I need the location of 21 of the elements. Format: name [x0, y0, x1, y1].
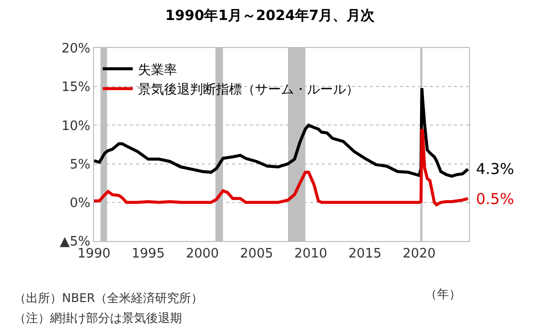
x-tick-label: 2020 [402, 246, 436, 262]
x-tick-label: 1990 [77, 246, 111, 262]
x-axis-title: （年） [425, 287, 461, 301]
legend-label: 失業率 [138, 62, 177, 78]
y-tick-label: 20% [61, 42, 90, 57]
y-tick-label: 0% [70, 196, 90, 211]
x-tick-label: 1995 [132, 246, 165, 262]
legend-label: 景気後退判断指標（サーム・ルール） [138, 82, 359, 98]
y-tick-label: 10% [61, 118, 90, 134]
text: （注）網掛け部分は景気後退期 [14, 311, 182, 325]
annotation: 4.3% [476, 160, 514, 178]
x-tick-label: 2015 [348, 246, 382, 262]
text: （出所）NBER（全米経済研究所） [14, 291, 204, 305]
x-tick-label: 2010 [294, 246, 328, 262]
chart-title: 1990年1月～2024年7月、月次 [165, 8, 376, 24]
line-series [94, 128, 469, 206]
x-tick-label: 2000 [186, 246, 219, 262]
y-tick-label: 5% [70, 157, 90, 172]
annotation: 0.5% [476, 190, 514, 208]
y-tick-label: 15% [61, 80, 90, 96]
x-tick-label: 2005 [240, 246, 274, 262]
